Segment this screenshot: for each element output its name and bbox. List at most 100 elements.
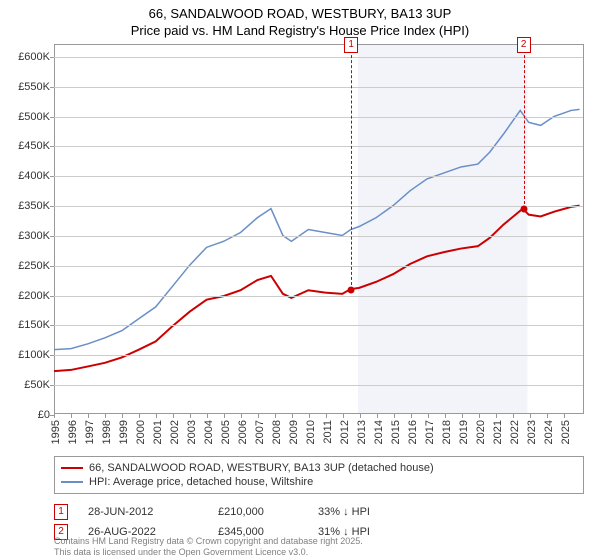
marker-line (524, 45, 525, 209)
x-tick-label: 1995 (50, 420, 62, 444)
x-tick-label: 2005 (220, 420, 232, 444)
x-tick (88, 414, 89, 418)
y-tick (50, 266, 54, 267)
x-tick-label: 2010 (305, 420, 317, 444)
chart-lines (54, 45, 583, 414)
x-tick (343, 414, 344, 418)
y-tick (50, 176, 54, 177)
y-tick (50, 206, 54, 207)
x-tick-label: 2025 (560, 420, 572, 444)
x-tick-label: 2022 (509, 420, 521, 444)
y-tick-label: £300K (18, 230, 50, 242)
x-tick (462, 414, 463, 418)
gridline (54, 355, 583, 356)
y-tick-label: £350K (18, 200, 50, 212)
gridline (54, 146, 583, 147)
gridline (54, 236, 583, 237)
footer-line-2: This data is licensed under the Open Gov… (54, 547, 363, 558)
legend-swatch-hpi (61, 481, 83, 483)
tx-price: £210,000 (218, 506, 298, 518)
gridline (54, 385, 583, 386)
gridline (54, 296, 583, 297)
title-line-1: 66, SANDALWOOD ROAD, WESTBURY, BA13 3UP (0, 6, 600, 23)
title-block: 66, SANDALWOOD ROAD, WESTBURY, BA13 3UP … (0, 0, 600, 42)
gridline (54, 206, 583, 207)
x-tick-label: 2021 (492, 420, 504, 444)
x-tick-label: 1996 (67, 420, 79, 444)
gridline (54, 325, 583, 326)
x-tick (564, 414, 565, 418)
x-tick (377, 414, 378, 418)
x-tick (105, 414, 106, 418)
gridline (54, 176, 583, 177)
legend-label-hpi: HPI: Average price, detached house, Wilt… (89, 476, 313, 488)
gridline (54, 266, 583, 267)
gridline (54, 87, 583, 88)
y-tick-label: £100K (18, 349, 50, 361)
y-tick-label: £200K (18, 290, 50, 302)
y-tick (50, 296, 54, 297)
tx-delta: 33% ↓ HPI (318, 506, 418, 518)
x-tick-label: 2016 (407, 420, 419, 444)
legend-label-price: 66, SANDALWOOD ROAD, WESTBURY, BA13 3UP … (89, 462, 434, 474)
marker-line (351, 45, 352, 290)
y-tick (50, 117, 54, 118)
x-tick (496, 414, 497, 418)
x-tick (122, 414, 123, 418)
price-dot (348, 286, 355, 293)
transaction-row: 128-JUN-2012£210,00033% ↓ HPI (54, 502, 584, 522)
x-tick-label: 2018 (441, 420, 453, 444)
footer: Contains HM Land Registry data © Crown c… (54, 536, 363, 558)
gridline (54, 117, 583, 118)
x-tick (309, 414, 310, 418)
footer-line-1: Contains HM Land Registry data © Crown c… (54, 536, 363, 547)
x-tick-label: 2024 (543, 420, 555, 444)
x-tick (71, 414, 72, 418)
x-tick (241, 414, 242, 418)
x-tick-label: 1999 (118, 420, 130, 444)
chart-container: 66, SANDALWOOD ROAD, WESTBURY, BA13 3UP … (0, 0, 600, 560)
y-tick-label: £450K (18, 140, 50, 152)
x-tick (190, 414, 191, 418)
x-tick-label: 2013 (356, 420, 368, 444)
x-tick (411, 414, 412, 418)
x-tick-label: 2000 (135, 420, 147, 444)
y-tick-label: £250K (18, 260, 50, 272)
y-tick-label: £500K (18, 111, 50, 123)
x-tick-label: 1997 (84, 420, 96, 444)
x-tick (275, 414, 276, 418)
x-tick (139, 414, 140, 418)
x-tick (445, 414, 446, 418)
marker-box: 1 (344, 37, 358, 53)
y-tick-label: £0 (38, 409, 50, 421)
y-tick (50, 355, 54, 356)
gridline (54, 57, 583, 58)
legend-swatch-price (61, 467, 83, 469)
legend-row-hpi: HPI: Average price, detached house, Wilt… (61, 475, 577, 489)
y-tick-label: £600K (18, 51, 50, 63)
x-tick (530, 414, 531, 418)
y-tick-label: £150K (18, 319, 50, 331)
x-tick (513, 414, 514, 418)
x-tick (258, 414, 259, 418)
x-tick-label: 2008 (271, 420, 283, 444)
x-tick-label: 2015 (390, 420, 402, 444)
y-tick (50, 325, 54, 326)
y-tick-label: £550K (18, 81, 50, 93)
chart-area: £0£50K£100K£150K£200K£250K£300K£350K£400… (54, 44, 584, 414)
x-tick-label: 2001 (152, 420, 164, 444)
y-tick (50, 57, 54, 58)
x-tick-label: 2009 (288, 420, 300, 444)
tx-marker: 1 (54, 504, 68, 520)
y-tick (50, 385, 54, 386)
x-tick (207, 414, 208, 418)
x-tick (173, 414, 174, 418)
x-tick-label: 2020 (475, 420, 487, 444)
legend-row-price: 66, SANDALWOOD ROAD, WESTBURY, BA13 3UP … (61, 461, 577, 475)
x-tick (292, 414, 293, 418)
x-tick (326, 414, 327, 418)
x-tick (360, 414, 361, 418)
x-tick-label: 2007 (254, 420, 266, 444)
x-tick-label: 2012 (339, 420, 351, 444)
x-tick-label: 2019 (458, 420, 470, 444)
